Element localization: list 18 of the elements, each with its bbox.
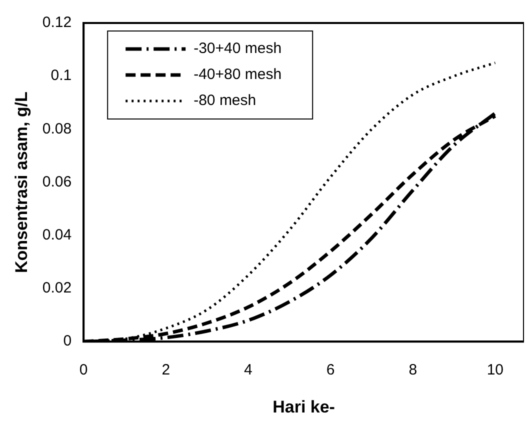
- legend-label: -40+80 mesh: [194, 66, 282, 84]
- x-tick-label: 0: [79, 362, 88, 379]
- x-tick-label: 4: [244, 362, 252, 379]
- x-axis-title: Hari ke-: [272, 397, 335, 416]
- x-tick-label: 2: [162, 362, 170, 379]
- y-tick-label: 0.12: [42, 14, 72, 32]
- y-tick-label: 0.1: [50, 67, 72, 84]
- y-tick-label: 0.08: [42, 120, 72, 138]
- x-tick-label: 6: [326, 362, 335, 379]
- y-tick-label: 0.02: [42, 280, 72, 297]
- legend-label: -30+40 mesh: [194, 40, 282, 58]
- y-tick-label: 0.06: [42, 173, 72, 190]
- legend-label: -80 mesh: [194, 92, 256, 110]
- y-tick-label: 0: [63, 332, 72, 350]
- x-tick-label: 10: [486, 362, 504, 379]
- x-tick-label: 8: [408, 362, 418, 379]
- y-tick-label: 0.04: [42, 226, 72, 244]
- y-axis-title: Konsentrasi asam, g/L: [12, 92, 31, 273]
